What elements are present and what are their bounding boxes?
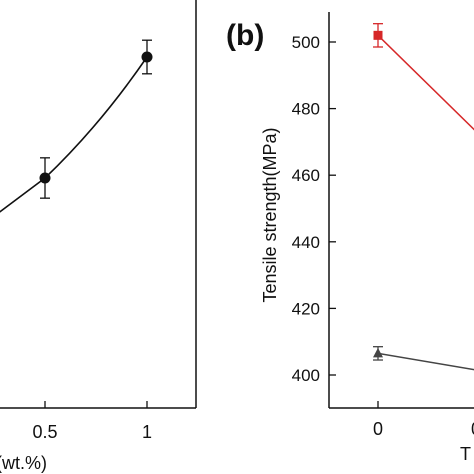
panel-b-y-tick-label-5: 500 [292, 33, 320, 52]
panel-b-y-tick-label-1: 420 [292, 299, 320, 318]
panel-a-x-tick-label-1: 1 [142, 422, 152, 442]
panel-b-series [373, 23, 474, 371]
panel-b-series-0-point-0 [373, 30, 383, 40]
panel-b-y-tick-label-4: 480 [292, 100, 320, 119]
panel-a-x-tick-label-0: 0.5 [32, 422, 57, 442]
panel-a: 0.5 1 (wt.%) [0, 0, 197, 473]
panel-a-point-1 [141, 51, 153, 63]
panel-b-y-tick-label-3: 460 [292, 166, 320, 185]
panel-a-x-ticks: 0.5 1 [32, 401, 152, 442]
panel-b-y-ticks: 400 420 440 460 480 500 [292, 33, 336, 385]
panel-b-x-ticks: 00 [373, 401, 474, 439]
panel-b-x-axis-label: T [460, 444, 471, 464]
panel-b-y-tick-label-2: 440 [292, 233, 320, 252]
panel-a-point-0 [39, 172, 51, 184]
panel-b-series-line-0 [377, 34, 474, 131]
panel-b-y-axis-label: Tensile strength(MPa) [260, 127, 280, 302]
panel-a-x-axis-label: (wt.%) [0, 453, 47, 473]
panel-b-series-line-1 [377, 352, 474, 371]
panel-a-series-line-0 [0, 56, 148, 213]
panel-b-y-tick-label-0: 400 [292, 366, 320, 385]
panel-a-series [0, 39, 153, 213]
panel-b-x-tick-label-partial: 0 [471, 419, 474, 439]
panel-b-series-1-point-0 [373, 347, 383, 358]
panel-b-x-tick-label-0: 0 [373, 419, 383, 439]
panel-b-label: (b) [226, 19, 264, 52]
